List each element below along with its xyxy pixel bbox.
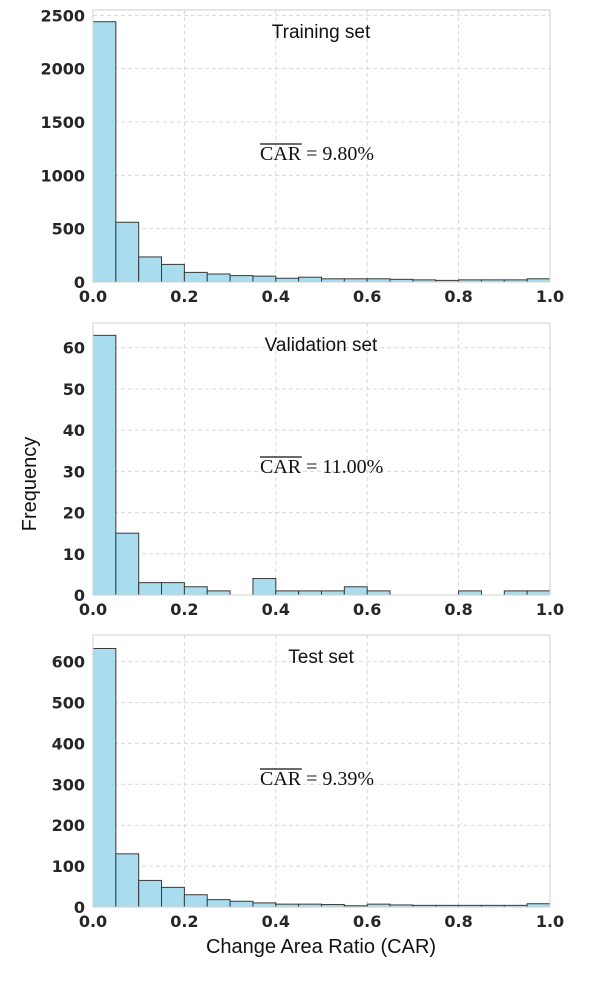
x-tick-label: 1.0: [536, 287, 564, 306]
y-tick-label: 30: [63, 462, 85, 481]
histogram-bar: [206, 899, 231, 908]
x-tick-label: 0.4: [262, 600, 290, 619]
histogram-bar: [252, 275, 277, 283]
histogram-bar: [343, 586, 368, 596]
car-symbol: CAR: [260, 456, 302, 478]
y-tick-label: 600: [52, 653, 85, 672]
x-tick-label: 0.4: [262, 912, 290, 931]
mean-car-annotation-2: CAR = 11.00%: [260, 456, 383, 478]
histogram-bar: [252, 902, 277, 908]
panel-title-1: Training set: [272, 22, 371, 43]
y-tick-label: 10: [63, 545, 85, 564]
histogram-bar: [229, 275, 254, 283]
panel-title-3: Test set: [288, 647, 354, 668]
histogram-bar: [115, 853, 140, 908]
x-tick-label: 1.0: [536, 912, 564, 931]
x-tick-label: 0.4: [262, 287, 290, 306]
histogram-bar: [298, 276, 322, 283]
x-tick-label: 0.0: [79, 600, 107, 619]
car-symbol: CAR: [260, 143, 302, 165]
histogram-bar: [138, 582, 163, 596]
mean-car-value: = 11.00%: [301, 456, 383, 478]
histogram-bar: [321, 590, 345, 596]
y-tick-label: 20: [63, 504, 85, 523]
histogram-bar: [275, 277, 300, 283]
x-tick-label: 0.6: [353, 600, 381, 619]
histogram-bar: [252, 578, 277, 596]
x-tick-label: 0.6: [353, 287, 381, 306]
y-tick-label: 100: [52, 857, 85, 876]
y-tick-label: 60: [63, 339, 85, 358]
panel-title-2: Validation set: [265, 335, 378, 356]
mean-car-annotation-3: CAR = 9.39%: [260, 768, 374, 790]
y-tick-label: 200: [52, 816, 85, 835]
y-tick-label: 400: [52, 734, 85, 753]
x-tick-label: 0.0: [79, 912, 107, 931]
plot-frame-2: [92, 322, 551, 596]
x-tick-label: 1.0: [536, 600, 564, 619]
y-tick-label: 0: [74, 273, 85, 292]
car-symbol: CAR: [260, 768, 302, 790]
plot-frame-1: [92, 9, 551, 283]
y-tick-label: 300: [52, 775, 85, 794]
plot-frame-3: [92, 634, 551, 908]
y-tick-label: 500: [52, 693, 85, 712]
y-tick-label: 0: [74, 898, 85, 917]
histogram-bar: [183, 894, 208, 908]
histogram-bar: [92, 647, 117, 908]
histogram-bar: [92, 334, 117, 596]
histogram-bar: [161, 263, 185, 283]
y-tick-label: 50: [63, 380, 85, 399]
x-tick-label: 0.0: [79, 287, 107, 306]
histogram-bar: [275, 590, 300, 596]
y-tick-label: 0: [74, 586, 85, 605]
histogram-bar: [206, 590, 231, 596]
histogram-bar: [526, 590, 551, 596]
mean-car-value: = 9.80%: [301, 143, 374, 165]
histogram-bar: [161, 886, 185, 908]
y-tick-label: 40: [63, 421, 85, 440]
x-tick-label: 0.8: [444, 287, 472, 306]
mean-car-annotation-1: CAR = 9.80%: [260, 143, 374, 165]
histogram-bar: [92, 21, 117, 283]
histogram-bar: [138, 256, 163, 283]
histogram-bar: [115, 532, 140, 596]
histogram-bar: [183, 586, 208, 596]
x-tick-label: 0.6: [353, 912, 381, 931]
histogram-bar: [115, 221, 140, 283]
y-axis-label: Frequency: [19, 437, 41, 532]
histogram-bar: [206, 273, 231, 283]
y-tick-label: 1500: [40, 113, 85, 132]
histogram-bar: [161, 582, 185, 596]
x-tick-label: 0.8: [444, 600, 472, 619]
x-tick-label: 0.8: [444, 912, 472, 931]
y-tick-label: 1000: [40, 166, 85, 185]
y-tick-label: 2500: [40, 6, 85, 25]
histogram-bar: [458, 590, 482, 596]
histogram-bar: [183, 271, 208, 283]
x-tick-label: 0.2: [170, 912, 198, 931]
histogram-bar: [366, 590, 391, 596]
mean-car-value: = 9.39%: [301, 768, 374, 790]
histogram-bar: [138, 879, 163, 908]
histogram-bar: [298, 590, 322, 596]
x-tick-label: 0.2: [170, 287, 198, 306]
x-tick-label: 0.2: [170, 600, 198, 619]
y-tick-label: 500: [52, 220, 85, 239]
x-axis-label: Change Area Ratio (CAR): [206, 936, 436, 958]
y-tick-label: 2000: [40, 60, 85, 79]
histogram-bar: [229, 900, 254, 908]
histogram-bar: [503, 590, 528, 596]
